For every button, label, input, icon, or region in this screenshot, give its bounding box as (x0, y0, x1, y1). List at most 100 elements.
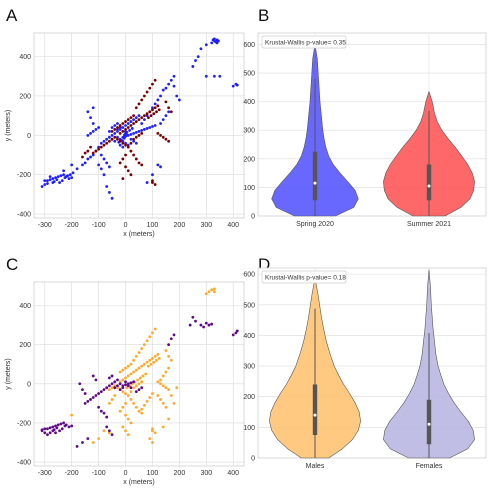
scatter-point (102, 388, 106, 392)
scatter-point (126, 417, 130, 421)
scatter-point (126, 122, 130, 125)
scatter-point (99, 409, 103, 413)
scatter-point (148, 437, 152, 440)
scatter-point (110, 126, 114, 129)
scatter-point (142, 114, 146, 118)
scatter-point (161, 88, 165, 92)
y-tick-label: -200 (17, 172, 31, 179)
scatter-point (137, 114, 141, 118)
scatter-point (153, 124, 157, 127)
scatter-point (97, 126, 101, 129)
scatter-point (132, 131, 136, 135)
scatter-point (140, 131, 144, 135)
scatter-point (97, 147, 101, 151)
scatter-point (55, 178, 59, 182)
scatter-point (132, 139, 136, 143)
scatter-point (97, 392, 101, 395)
scatter-point (147, 364, 150, 368)
scatter-point (132, 380, 136, 384)
scatter-point (134, 106, 138, 110)
scatter-point (107, 130, 111, 133)
scatter-point (142, 94, 146, 98)
scatter-point (210, 288, 214, 292)
pvalue-annotation: Krustal-Wallis p-value= 0.35 (265, 40, 346, 47)
scatter-point (167, 106, 171, 110)
y-tick-label: 400 (243, 333, 255, 340)
scatter-point (129, 141, 133, 145)
scatter-point (145, 400, 149, 403)
scatter-series-1 (40, 315, 239, 448)
scatter-point (113, 135, 117, 139)
scatter-point (81, 163, 84, 167)
violin-median (427, 184, 431, 188)
scatter-point (124, 401, 127, 405)
scatter-point (159, 94, 162, 98)
scatter-point (56, 175, 60, 179)
scatter-point (153, 431, 157, 435)
scatter-point (43, 179, 47, 183)
x-tick-label: -300 (38, 470, 52, 477)
scatter-point (83, 161, 87, 165)
scatter-point (153, 102, 157, 106)
y-axis-label: y (meters) (5, 110, 12, 142)
scatter-point (152, 112, 156, 116)
scatter-point (125, 386, 129, 390)
scatter-point (46, 427, 49, 431)
scatter-point (59, 422, 63, 426)
violin-iqr-box (426, 164, 432, 201)
scatter-point (132, 153, 136, 157)
scatter-point (129, 398, 133, 401)
scatter-point (137, 351, 141, 354)
scatter-point (134, 368, 138, 372)
scatter-point (148, 358, 152, 362)
scatter-point (167, 110, 171, 114)
scatter-point (121, 177, 125, 181)
scatter-point (140, 122, 144, 125)
scatter-point (121, 368, 125, 372)
scatter-point (86, 110, 90, 114)
scatter-point (129, 137, 133, 141)
scatter-point (142, 403, 146, 407)
scatter-point (159, 378, 162, 382)
y-tick-label: 200 (19, 342, 31, 349)
scatter-point (40, 428, 44, 432)
scatter-point (153, 78, 157, 82)
scatter-point (212, 74, 216, 78)
scatter-point (121, 405, 125, 409)
scatter-point (153, 183, 157, 186)
scatter-point (46, 182, 49, 185)
scatter-point (169, 358, 173, 362)
scatter-point (81, 155, 84, 159)
scatter-point (137, 102, 141, 106)
violin-iqr-box (312, 384, 318, 436)
scatter-point (161, 135, 165, 139)
scatter-point (169, 394, 173, 397)
scatter-point (67, 177, 71, 181)
scatter-point (204, 43, 208, 47)
scatter-point (91, 130, 95, 133)
scatter-point (83, 392, 87, 395)
scatter-point (134, 130, 138, 134)
y-tick-label: 400 (243, 99, 255, 106)
x-axis-label: x (meters) (123, 231, 155, 238)
scatter-point (129, 362, 133, 366)
scatter-point (199, 323, 203, 327)
scatter-point (156, 98, 160, 102)
scatter-point (126, 169, 130, 173)
x-tick-label: -300 (38, 222, 52, 229)
scatter-point (116, 126, 119, 129)
scatter-point (113, 384, 117, 388)
scatter-point (102, 139, 106, 143)
scatter-point (140, 129, 144, 132)
x-tick-label: 400 (227, 222, 239, 229)
scatter-point (132, 386, 136, 390)
y-tick-label: 300 (243, 364, 255, 371)
scatter-point (102, 157, 106, 161)
scatter-point (86, 149, 90, 153)
scatter-point (105, 415, 109, 419)
scatter-point (145, 181, 149, 184)
scatter-point (129, 372, 133, 376)
scatter-point (118, 128, 122, 131)
scatter-point (81, 441, 84, 444)
